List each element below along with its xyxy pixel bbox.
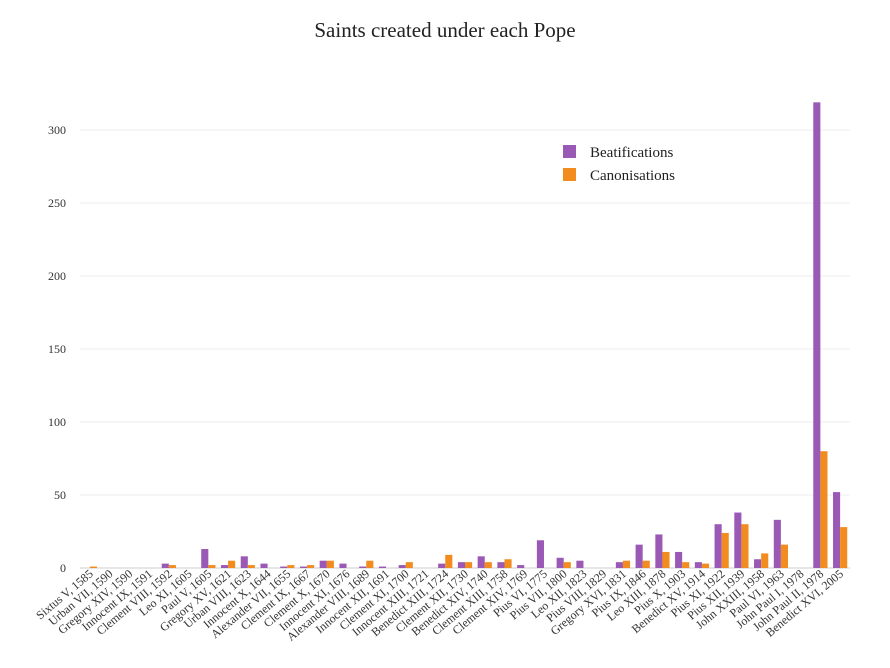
y-axis-tick-labels: 0 50 100 150 200 250 300	[48, 123, 66, 575]
bar-beatifications	[161, 563, 169, 568]
bar-beatifications	[694, 562, 702, 568]
y-tick-label: 100	[48, 415, 66, 429]
bar-beatifications	[497, 562, 505, 568]
bar-canonisations	[366, 560, 374, 568]
bar-canonisations	[780, 544, 789, 568]
gridlines	[80, 129, 850, 569]
bar-canonisations	[168, 565, 176, 568]
bar-beatifications	[773, 519, 781, 568]
bar-beatifications	[280, 566, 288, 568]
bar-canonisations	[484, 562, 492, 568]
bar-canonisations	[721, 532, 729, 568]
bar-beatifications	[576, 560, 584, 568]
bar-canonisations	[741, 524, 749, 568]
bar-canonisations	[89, 566, 97, 568]
bar-canonisations	[701, 563, 710, 568]
legend-swatch-canonisations	[563, 168, 576, 181]
bar-canonisations	[445, 554, 453, 568]
bar-beatifications	[477, 556, 485, 568]
bar-beatifications	[556, 557, 564, 568]
y-tick-label: 200	[48, 269, 66, 283]
bar-beatifications	[201, 549, 209, 568]
bar-canonisations	[761, 553, 769, 568]
bars	[89, 102, 848, 568]
bar-beatifications	[714, 524, 722, 568]
bar-canonisations	[622, 560, 631, 568]
bar-canonisations	[326, 560, 334, 568]
bar-beatifications	[734, 512, 742, 568]
bar-beatifications	[517, 565, 525, 568]
legend-label-canonisations: Canonisations	[590, 168, 675, 184]
chart-title: Saints created under each Pope	[314, 18, 576, 42]
bar-canonisations	[287, 565, 295, 568]
bar-canonisations	[642, 560, 650, 568]
bar-canonisations	[504, 559, 512, 568]
bar-canonisations	[662, 551, 670, 568]
bar-beatifications	[398, 565, 406, 568]
bar-canonisations	[563, 562, 571, 568]
bar-beatifications	[359, 566, 367, 568]
bar-beatifications	[536, 540, 544, 568]
bar-beatifications	[378, 566, 387, 568]
bar-beatifications	[754, 559, 762, 568]
bar-canonisations	[405, 562, 413, 568]
bar-canonisations	[840, 527, 848, 568]
bar-beatifications	[339, 563, 347, 568]
legend-swatch-beatifications	[563, 145, 576, 158]
bar-beatifications	[438, 563, 446, 568]
bar-beatifications	[813, 102, 821, 568]
y-tick-label: 250	[48, 196, 66, 210]
bar-beatifications	[675, 551, 683, 568]
bar-beatifications	[615, 562, 623, 568]
y-tick-label: 300	[48, 123, 66, 137]
bar-canonisations	[228, 560, 236, 568]
legend-label-beatifications: Beatifications	[590, 145, 673, 161]
bar-canonisations	[208, 565, 216, 568]
bar-canonisations	[682, 562, 690, 568]
y-tick-label: 0	[60, 561, 66, 575]
bar-beatifications	[220, 565, 229, 568]
bar-beatifications	[457, 562, 465, 568]
bar-beatifications	[240, 556, 248, 568]
bar-beatifications	[260, 563, 268, 568]
bar-beatifications	[635, 544, 643, 568]
bar-canonisations	[465, 562, 473, 568]
bar-beatifications	[833, 492, 841, 568]
bar-beatifications	[655, 534, 663, 568]
bar-beatifications	[319, 560, 327, 568]
bar-beatifications	[299, 566, 308, 568]
y-tick-label: 50	[54, 488, 66, 502]
bar-canonisations	[247, 565, 255, 568]
legend: Beatifications Canonisations	[563, 145, 675, 184]
y-tick-label: 150	[48, 342, 66, 356]
bar-canonisations	[820, 451, 828, 568]
bar-canonisations	[307, 565, 315, 568]
